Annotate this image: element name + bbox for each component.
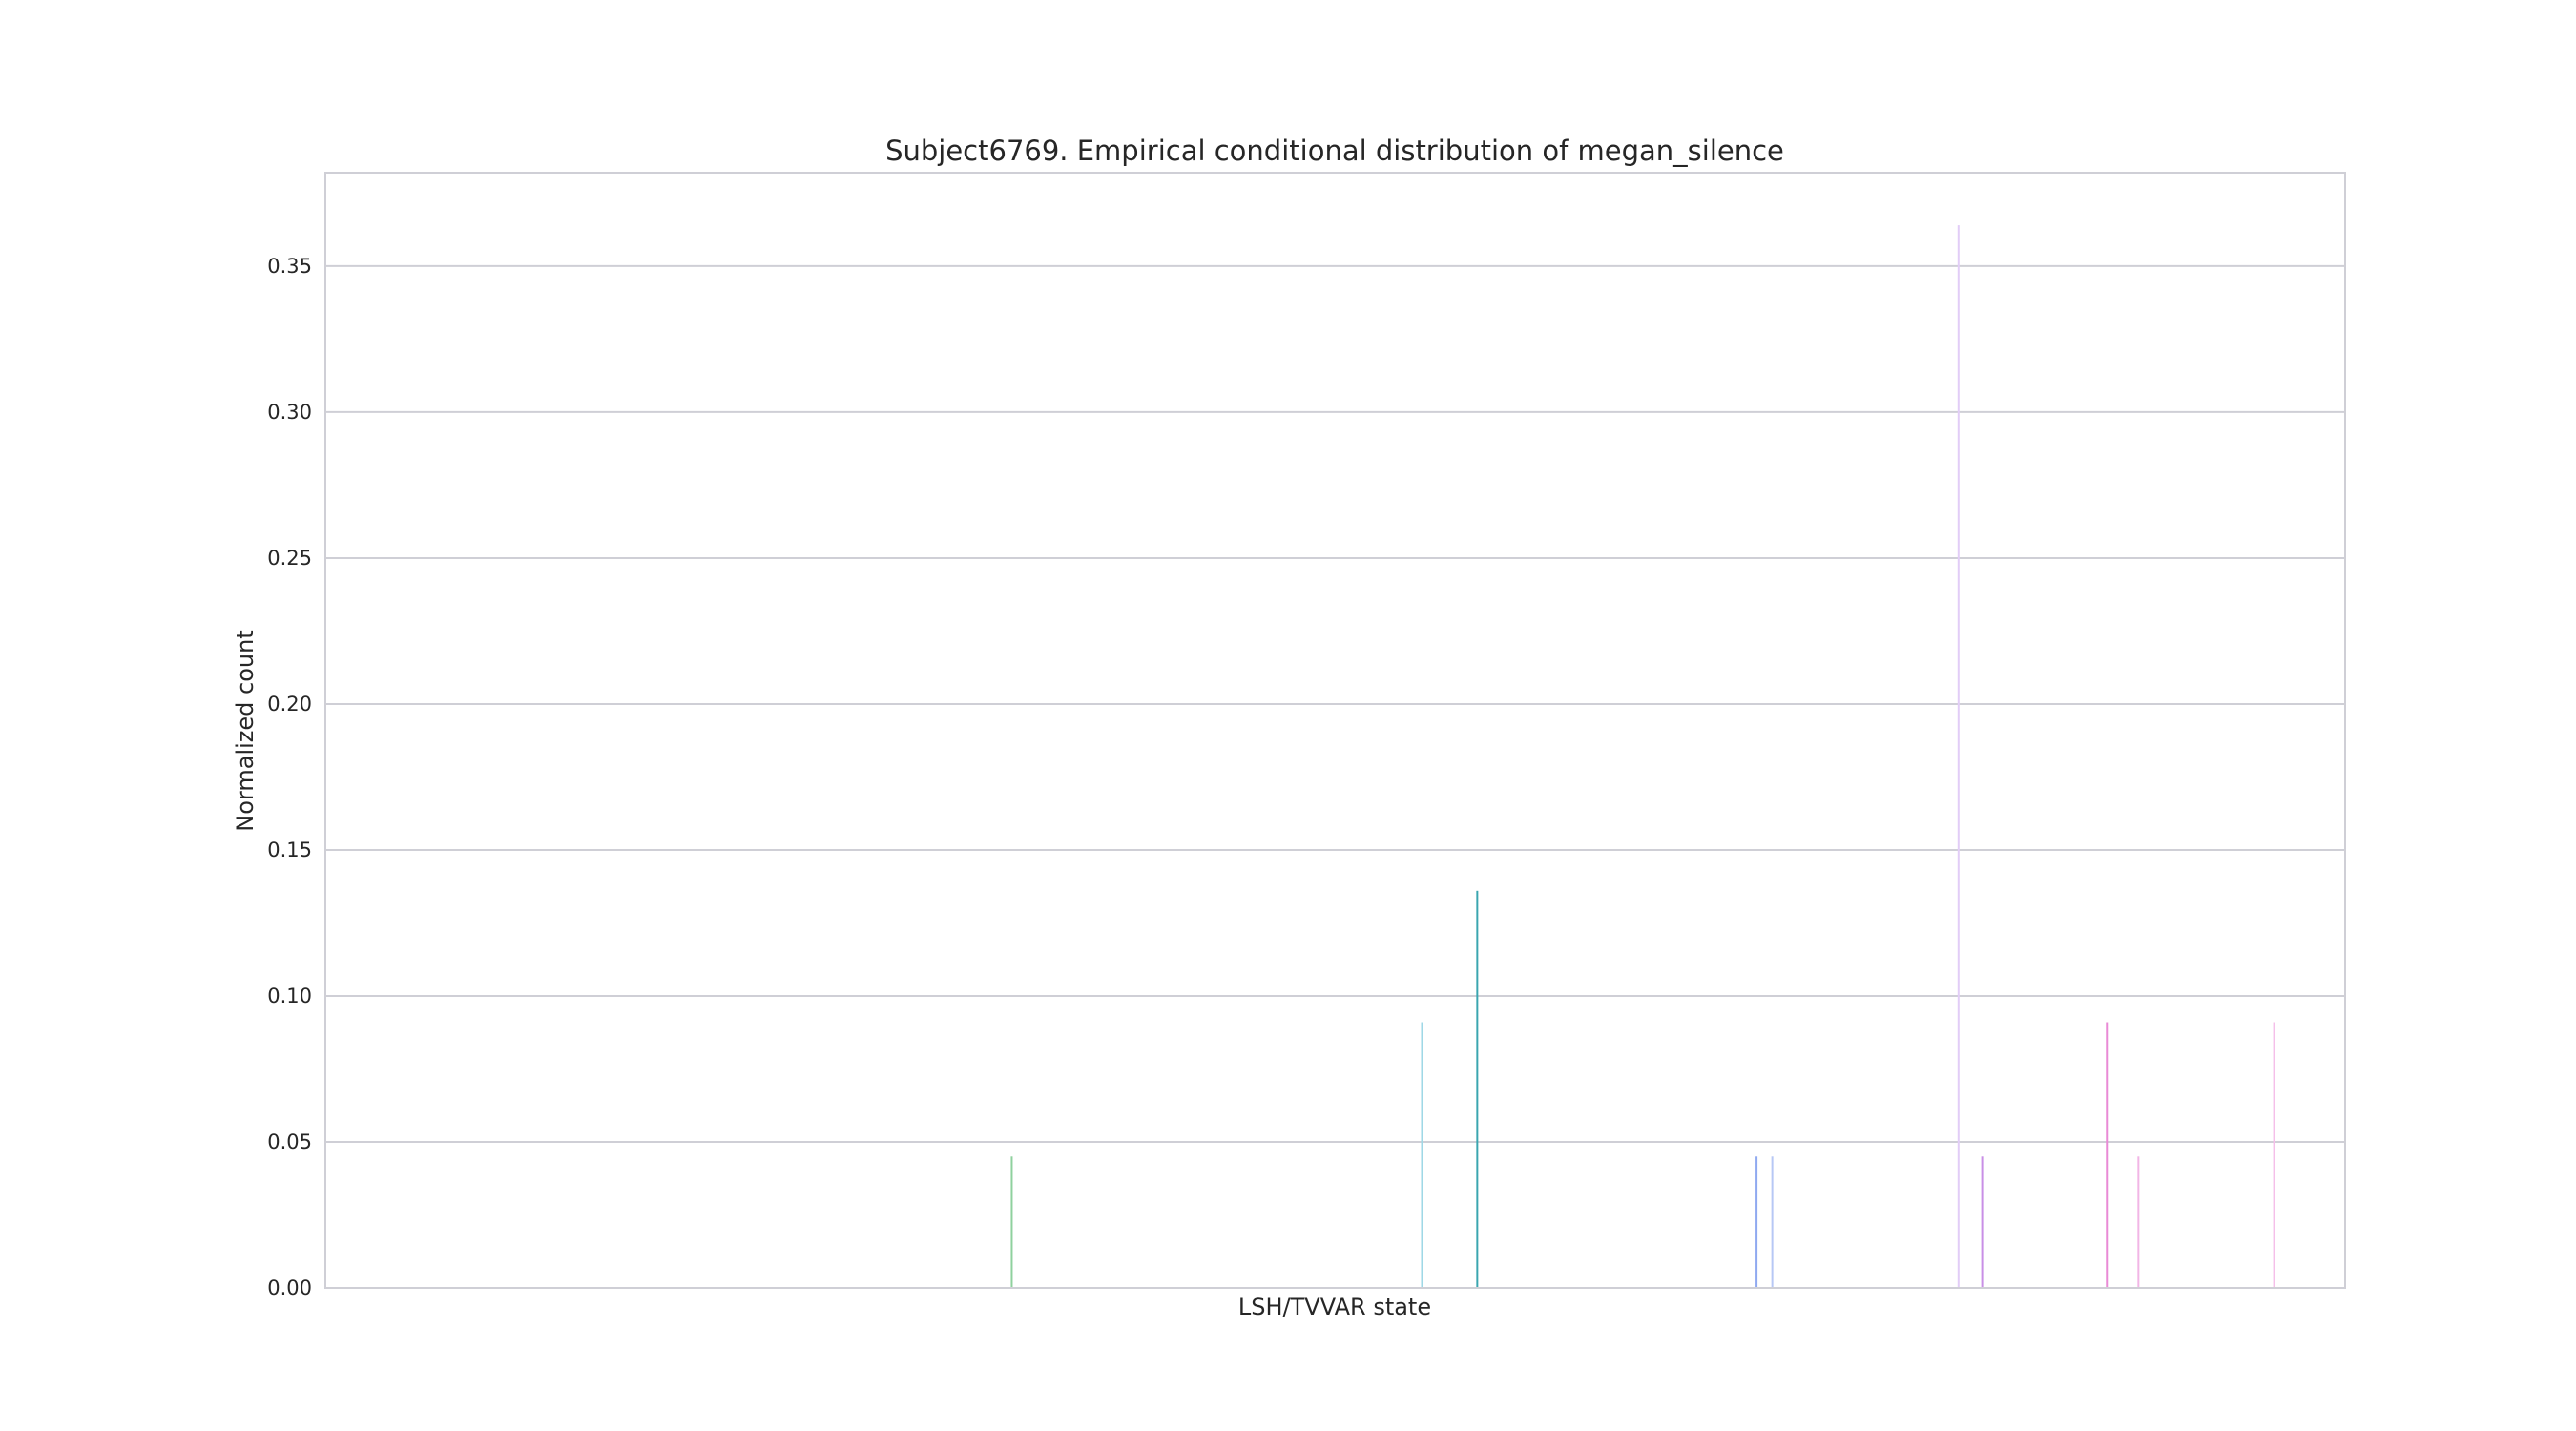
y-tick-label: 0.20 — [267, 693, 312, 716]
grid-lines — [325, 264, 2345, 1289]
y-tick-label: 0.35 — [267, 255, 312, 278]
chart-title: Subject6769. Empirical conditional distr… — [885, 135, 1784, 167]
plot-frame — [324, 172, 2346, 1289]
bar — [1010, 1156, 1013, 1288]
bar — [1755, 1156, 1758, 1288]
y-tick-label: 0.15 — [267, 839, 312, 861]
y-tick-label: 0.30 — [267, 401, 312, 424]
bar — [1476, 890, 1479, 1288]
y-tick-label: 0.25 — [267, 547, 312, 570]
y-tick-label: 0.05 — [267, 1130, 312, 1153]
bar — [1981, 1156, 1984, 1288]
bar — [1421, 1022, 1423, 1288]
bar — [2106, 1022, 2109, 1288]
y-tick-labels: 0.00 0.05 0.10 0.15 0.20 0.25 0.30 0.35 — [267, 255, 312, 1299]
bars — [1010, 225, 2275, 1289]
bar — [1771, 1156, 1774, 1288]
bar — [2273, 1022, 2275, 1288]
bar — [1957, 225, 1960, 1289]
y-tick-label: 0.00 — [267, 1276, 312, 1299]
x-axis-label: LSH/TVVAR state — [1238, 1294, 1431, 1320]
bar — [2137, 1156, 2140, 1288]
y-axis-label: Normalized count — [232, 630, 259, 831]
y-tick-label: 0.10 — [267, 985, 312, 1007]
